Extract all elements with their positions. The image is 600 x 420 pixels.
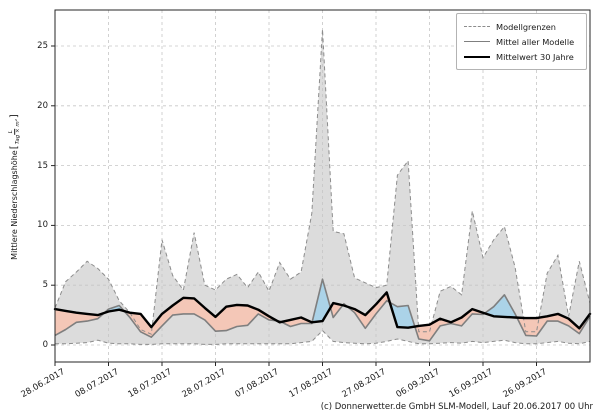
black-line-sample-icon: [464, 55, 490, 58]
below-normal-fill: [516, 313, 590, 336]
legend-item-modellgrenzen: Modellgrenzen: [464, 19, 579, 34]
below-normal-fill: [330, 303, 343, 318]
y-axis-unit-fraction: L Tag × m²: [8, 119, 22, 145]
y-tick-label: 15: [37, 161, 48, 171]
legend: Modellgrenzen Mittel aller Modelle Mitte…: [456, 13, 587, 70]
above-normal-fill: [484, 294, 517, 318]
y-tick-label: 20: [37, 101, 48, 111]
model-upper-bound-line: [54, 29, 591, 335]
mean-30y-line: [53, 291, 592, 330]
legend-item-mittel-aller-modelle: Mittel aller Modelle: [464, 34, 579, 49]
model-lower-bound-line: [55, 329, 591, 345]
below-normal-fill: [414, 309, 485, 341]
gray-line-sample-icon: [464, 41, 490, 42]
y-tick-label: 10: [37, 220, 48, 230]
y-tick-label: 0: [42, 340, 48, 350]
dashed-line-sample-icon: [464, 26, 490, 27]
copyright-caption: (c) Donnerwetter.de GmbH SLM-Modell, Lau…: [320, 402, 593, 412]
above-normal-fill: [312, 279, 331, 323]
y-tick-label: 5: [42, 280, 48, 290]
below-normal-fill: [55, 309, 105, 336]
y-tick-label: 25: [37, 41, 48, 51]
model-mean-line: [54, 278, 591, 342]
legend-item-mittelwert-30-jahre: Mittelwert 30 Jahre: [464, 49, 579, 64]
